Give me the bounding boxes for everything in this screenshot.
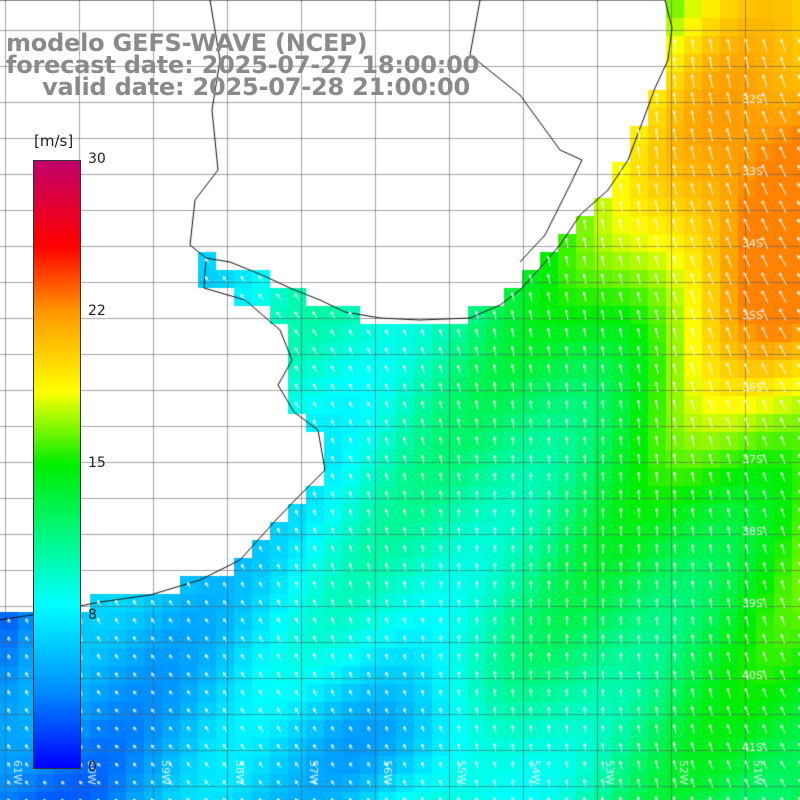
- colorbar-tick-15: 15: [88, 455, 106, 471]
- colorbar-tick-0: 0: [88, 759, 97, 775]
- colorbar-unit: [m/s]: [34, 132, 74, 150]
- model-title: modelo GEFS-WAVE (NCEP): [6, 29, 368, 57]
- valid-date: valid date: 2025-07-28 21:00:00: [42, 73, 470, 101]
- colorbar-tick-22: 22: [88, 303, 106, 319]
- forecast-date: forecast date: 2025-07-27 18:00:00: [6, 51, 480, 79]
- colorbar-tick-30: 30: [88, 151, 106, 167]
- colorbar: [33, 160, 81, 769]
- colorbar-tick-8: 8: [88, 607, 97, 623]
